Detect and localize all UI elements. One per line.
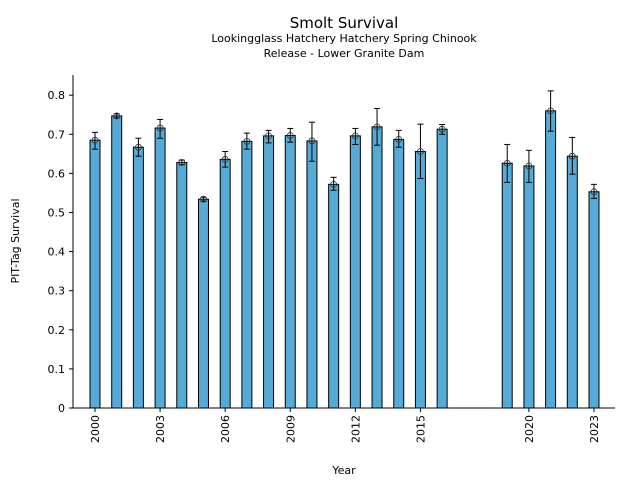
chart-title: Smolt Survival [290, 14, 399, 32]
y-tick-label-2: 0.2 [48, 324, 66, 337]
y-tick-label-8: 0.8 [48, 89, 66, 102]
plot-area: 0 0.1 0.2 0.3 0.4 0.5 0.6 0.7 0.8 2000 2003 2006 200… [48, 89, 602, 443]
point-marker-2022 [568, 152, 576, 160]
x-tick-label-2003: 2003 [154, 415, 167, 443]
x-tick-label-2015: 2015 [414, 415, 427, 443]
point-marker-2012 [351, 132, 359, 140]
bar-2005 [197, 198, 209, 409]
bar-2001 [111, 115, 123, 409]
point-marker-2005 [200, 195, 207, 203]
bar-2012 [349, 135, 361, 409]
bar-2000 [89, 139, 101, 409]
point-marker-2020 [525, 162, 533, 170]
x-tick-label-2006: 2006 [219, 415, 232, 443]
bar-2023 [588, 191, 600, 409]
bar-2014 [393, 138, 405, 409]
bar-2008 [263, 135, 275, 409]
bar-2020 [523, 165, 535, 409]
point-marker-2015 [417, 148, 424, 155]
bar-2009 [284, 134, 296, 409]
bar-2021 [545, 110, 557, 409]
bar-2010 [306, 140, 318, 409]
y-tick-label-7: 0.7 [48, 128, 66, 141]
bar-2007 [241, 140, 253, 409]
point-marker-2010 [308, 137, 316, 145]
point-marker-2021 [547, 107, 555, 115]
point-marker-2001 [113, 112, 121, 120]
chart-subtitle-line-1: Lookingglass Hatchery Hatchery Spring Ch… [211, 32, 477, 45]
x-axis-label: Year [331, 464, 356, 477]
chart-subtitle-line-2: Release - Lower Granite Dam [264, 47, 425, 60]
point-marker-2011 [330, 180, 338, 188]
bar-2003 [154, 127, 166, 409]
point-marker-2006 [221, 155, 229, 163]
point-marker-2007 [243, 137, 251, 145]
point-marker-2004 [178, 159, 186, 166]
point-marker-2014 [395, 135, 403, 143]
x-tick-label-2000: 2000 [89, 415, 102, 443]
bar-2006 [219, 158, 231, 409]
y-tick-label-5: 0.5 [48, 207, 66, 220]
x-tick-label-2020: 2020 [523, 415, 536, 443]
y-tick-label-0: 0 [58, 402, 65, 415]
bar-2016 [436, 128, 448, 409]
y-tick-label-6: 0.6 [48, 167, 66, 180]
bar-2004 [176, 161, 188, 409]
y-tick-label-1: 0.1 [48, 363, 66, 376]
bar-2022 [566, 155, 578, 409]
x-tick-label-2009: 2009 [284, 415, 297, 443]
x-tick-label-2023: 2023 [588, 415, 601, 443]
bar-2002 [132, 146, 144, 409]
y-axis-label: PIT-Tag Survival [9, 198, 22, 283]
y-tick-label-3: 0.3 [48, 285, 66, 298]
point-marker-2000 [91, 136, 99, 144]
bar-2015 [414, 151, 426, 409]
y-tick-label-4: 0.4 [48, 246, 66, 259]
point-marker-2003 [156, 124, 164, 132]
point-marker-2023 [590, 188, 598, 196]
bar-2011 [328, 183, 340, 409]
point-marker-2019 [503, 159, 511, 167]
point-marker-2009 [286, 132, 294, 139]
point-marker-2002 [134, 143, 142, 151]
point-marker-2008 [265, 132, 272, 140]
bar-2019 [501, 162, 513, 409]
x-tick-label-2012: 2012 [349, 415, 362, 443]
point-marker-2016 [438, 125, 446, 133]
bar-2013 [371, 126, 383, 409]
point-marker-2013 [373, 123, 381, 131]
